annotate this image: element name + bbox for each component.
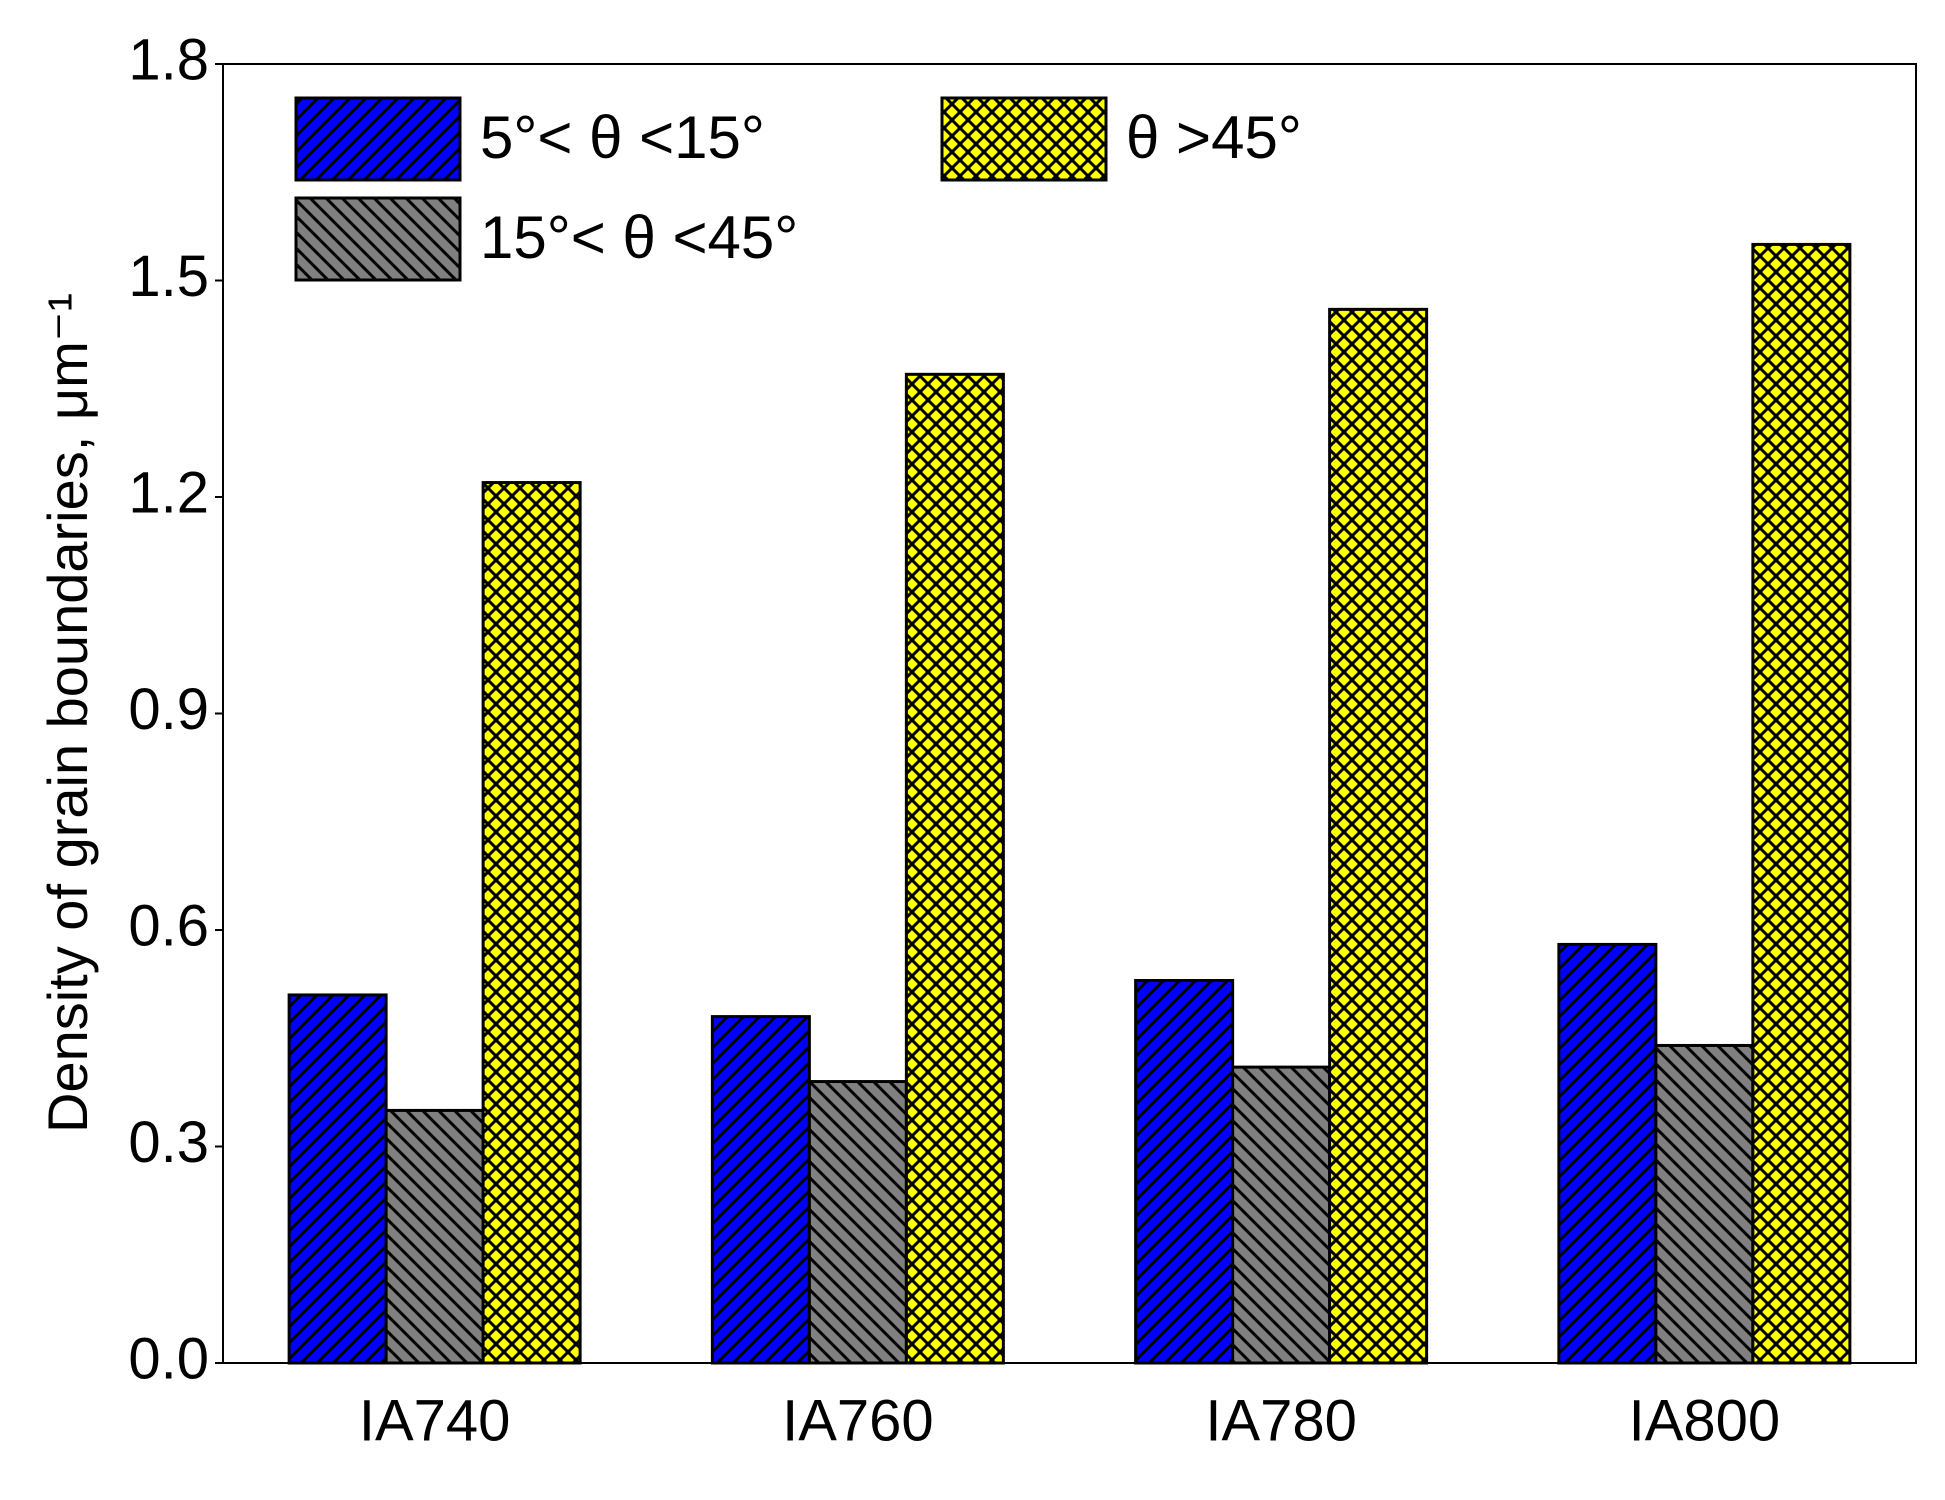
y-axis-title: Density of grain boundaries, μm⁻¹ (36, 293, 99, 1133)
y-tick-label: 0.3 (128, 1110, 209, 1175)
bar (1654, 1043, 1755, 1365)
legend-label: 15°< θ <45° (480, 204, 798, 271)
bar (807, 1080, 908, 1365)
y-tick-label: 1.5 (128, 244, 209, 309)
y-tick-label: 1.2 (128, 460, 209, 525)
bar (1328, 307, 1429, 1365)
legend-label: θ >45° (1126, 104, 1302, 171)
bar (1751, 242, 1852, 1365)
y-tick-label: 0.6 (128, 893, 209, 958)
legend-label: 5°< θ <15° (480, 104, 765, 171)
legend-swatch (294, 196, 462, 282)
x-tick-label: IA740 (359, 1388, 511, 1453)
x-tick-label: IA800 (1629, 1388, 1781, 1453)
bar (384, 1108, 485, 1365)
y-tick-label: 1.8 (128, 27, 209, 92)
bar (287, 993, 388, 1365)
bar (481, 481, 582, 1365)
x-tick-label: IA780 (1205, 1388, 1357, 1453)
x-tick-label: IA760 (782, 1388, 934, 1453)
bar (1557, 942, 1658, 1365)
y-tick-label: 0.0 (128, 1326, 209, 1391)
legend-swatch (294, 96, 462, 182)
bar (710, 1015, 811, 1365)
legend-swatch (940, 96, 1108, 182)
bar (904, 372, 1005, 1365)
y-tick-label: 0.9 (128, 677, 209, 742)
bar (1134, 979, 1235, 1365)
bar (1231, 1065, 1332, 1365)
